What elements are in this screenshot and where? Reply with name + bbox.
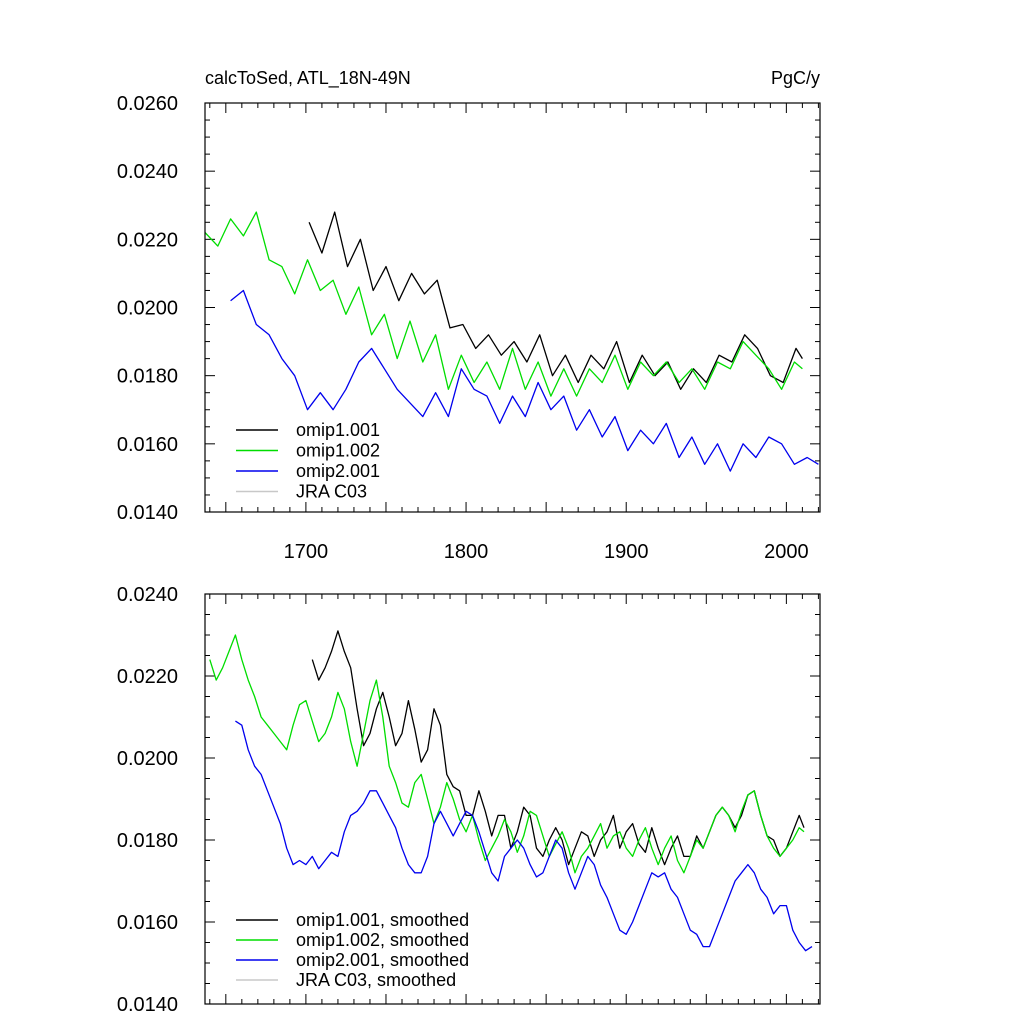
bottom-panel-y-tick-labels: 0.0140 0.0160 0.0180 0.0200 0.0220 0.0240 <box>117 584 178 1016</box>
legend-label: omip2.001, smoothed <box>296 950 469 970</box>
bottom-panel-series <box>209 630 813 952</box>
x-tick-label: 2000 <box>764 541 809 563</box>
legend-label: omip2.001 <box>296 461 380 481</box>
y-tick-label: 0.0180 <box>117 830 178 852</box>
legend-label: omip1.001 <box>296 420 380 440</box>
x-tick-label: 1900 <box>604 541 649 563</box>
y-tick-label: 0.0160 <box>117 912 178 934</box>
y-tick-label: 0.0140 <box>117 502 178 524</box>
y-tick-label: 0.0260 <box>117 93 178 115</box>
y-tick-label: 0.0180 <box>117 366 178 388</box>
legend-label: omip1.001, smoothed <box>296 910 469 930</box>
top-panel-title: calcToSed, ATL_18N-49N <box>205 68 411 89</box>
legend-label: JRA C03 <box>296 482 367 502</box>
series-line <box>204 211 803 397</box>
legend-label: omip1.002, smoothed <box>296 930 469 950</box>
y-tick-label: 0.0140 <box>117 994 178 1016</box>
y-tick-label: 0.0220 <box>117 666 178 688</box>
series-line <box>235 720 813 952</box>
top-panel-y-tick-labels: 0.0140 0.0160 0.0180 0.0200 0.0220 0.0240 0.02… <box>117 93 178 524</box>
series-line <box>308 211 803 390</box>
top-panel-x-tick-labels: 1700 1800 1900 2000 <box>284 541 809 563</box>
top-panel: calcToSed, ATL_18N-49N PgC/y 0.0140 0.016… <box>117 68 821 563</box>
y-tick-label: 0.0220 <box>117 229 178 251</box>
series-line <box>230 289 819 472</box>
top-panel-units: PgC/y <box>771 68 820 88</box>
legend-label: omip1.002 <box>296 441 380 461</box>
top-panel-ticks <box>205 102 820 513</box>
y-tick-label: 0.0240 <box>117 584 178 606</box>
top-panel-series <box>204 211 819 472</box>
y-tick-label: 0.0160 <box>117 434 178 456</box>
bottom-panel: 0.0140 0.0160 0.0180 0.0200 0.0220 0.0240 omi… <box>117 584 821 1016</box>
top-panel-frame <box>204 102 821 513</box>
y-tick-label: 0.0200 <box>117 298 178 320</box>
legend-label: JRA C03, smoothed <box>296 970 456 990</box>
bottom-panel-frame <box>204 593 821 1005</box>
y-tick-label: 0.0200 <box>117 748 178 770</box>
x-tick-label: 1800 <box>444 541 489 563</box>
y-tick-label: 0.0240 <box>117 161 178 183</box>
x-tick-label: 1700 <box>284 541 329 563</box>
series-line <box>209 634 805 874</box>
series-line <box>311 630 805 866</box>
